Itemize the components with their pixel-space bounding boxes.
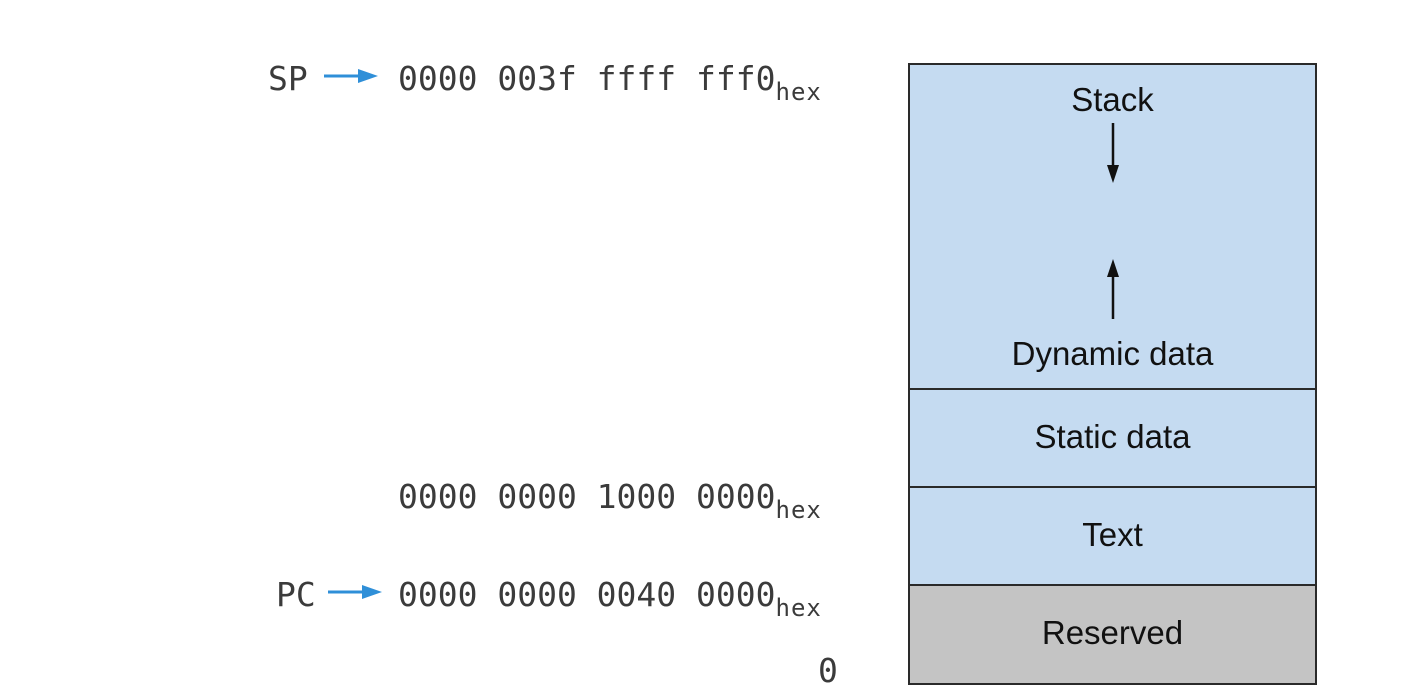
memory-map: Stack Dynamic data Static data Text Rese…	[908, 63, 1317, 685]
text-label: Text	[1082, 516, 1143, 553]
pc-address-value: 0000 0000 0040 0000	[398, 575, 776, 614]
static-data-address: 0000 0000 1000 0000hex	[398, 477, 822, 522]
sp-label: SP	[268, 59, 308, 98]
stack-dynamic-segment: Stack Dynamic data	[910, 65, 1315, 390]
stack-down-arrow-icon	[1107, 123, 1119, 183]
static-data-segment: Static data	[910, 390, 1315, 488]
dynamic-up-arrow-icon	[1107, 259, 1119, 319]
reserved-label: Reserved	[1041, 614, 1184, 651]
sp-address: 0000 003f ffff fff0hex	[398, 59, 822, 104]
static-data-label: Static data	[1034, 418, 1191, 455]
pc-label: PC	[276, 575, 316, 614]
sp-address-value: 0000 003f ffff fff0	[398, 59, 776, 98]
pc-address: 0000 0000 0040 0000hex	[398, 575, 822, 620]
static-data-address-value: 0000 0000 1000 0000	[398, 477, 776, 516]
sp-arrow-icon	[324, 69, 378, 83]
static-data-address-subscript: hex	[775, 496, 822, 524]
bottom-address: 0	[818, 651, 838, 690]
pc-address-subscript: hex	[775, 594, 822, 622]
stack-label: Stack	[1071, 81, 1154, 118]
pc-arrow-icon	[328, 585, 382, 599]
sp-address-subscript: hex	[775, 78, 822, 106]
reserved-segment: Reserved	[910, 586, 1315, 683]
text-segment: Text	[910, 488, 1315, 586]
dynamic-data-label: Dynamic data	[1011, 335, 1214, 372]
